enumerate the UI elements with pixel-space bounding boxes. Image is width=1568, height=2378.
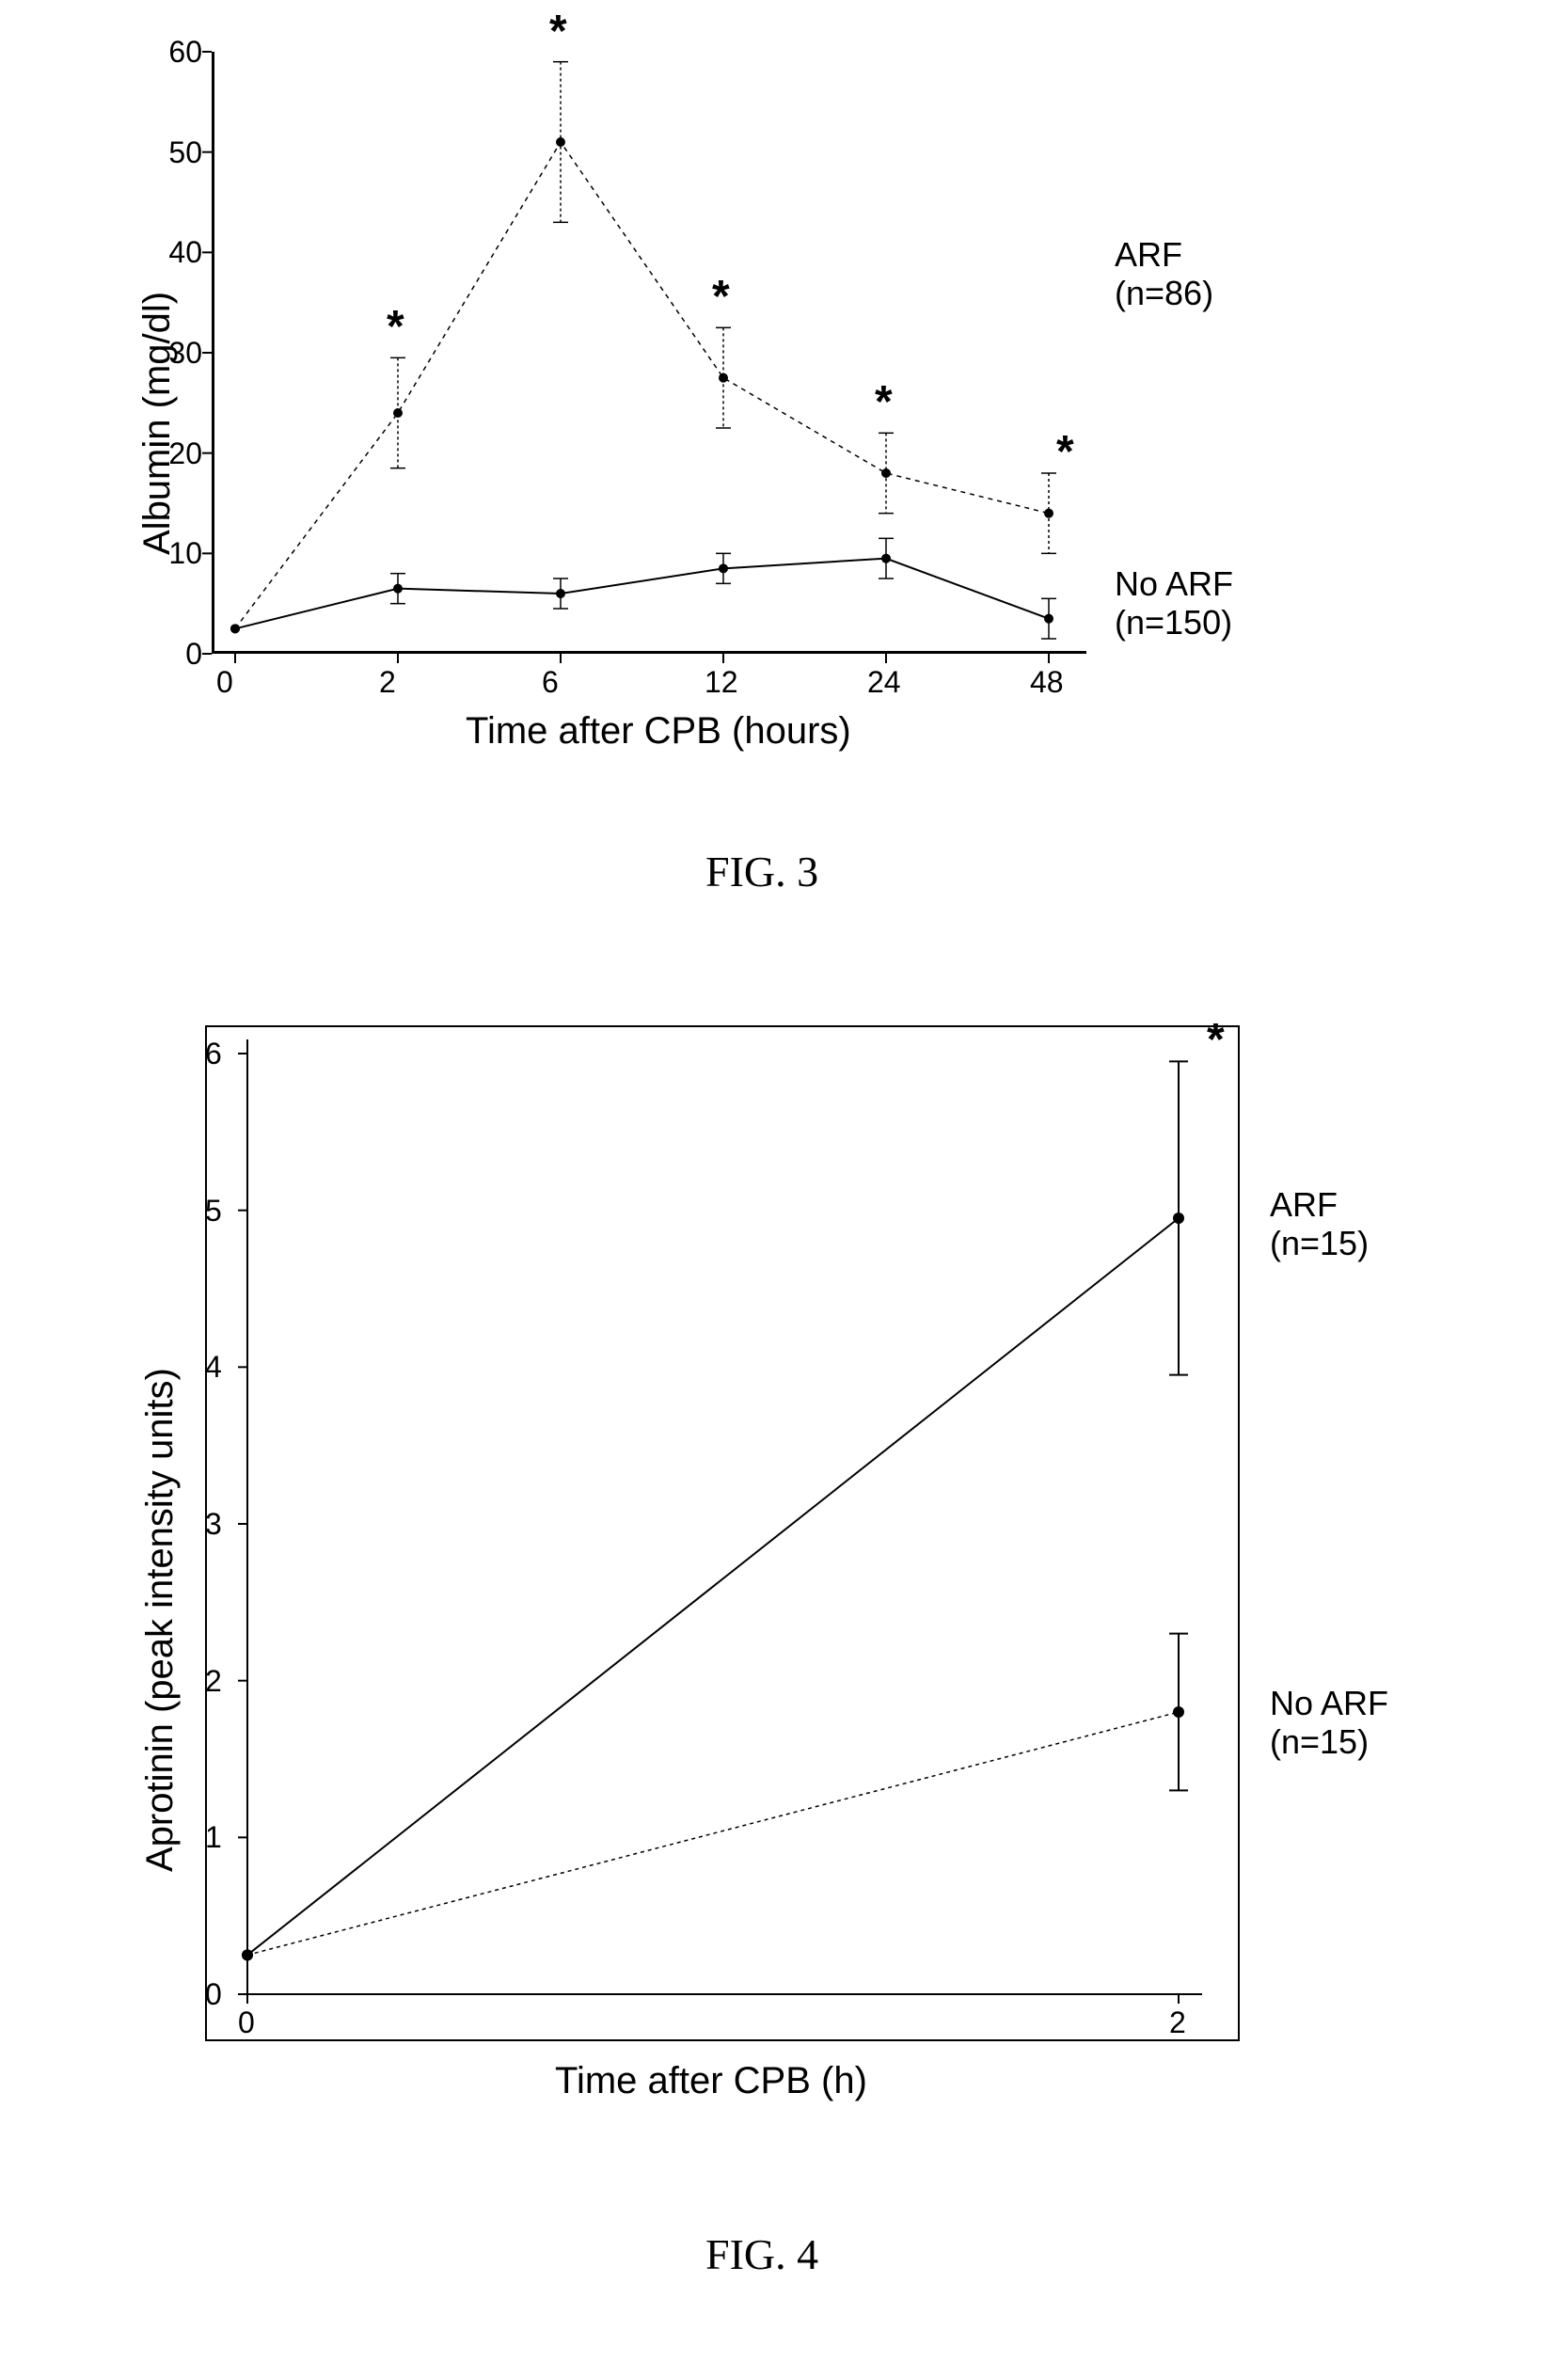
fig3-xtick: 12	[705, 665, 738, 700]
fig4-ytick: 1	[205, 1820, 222, 1855]
fig4-ytick: 2	[205, 1664, 222, 1699]
fig3-xtick: 24	[867, 665, 901, 700]
fig4-caption: FIG. 4	[705, 2229, 818, 2279]
fig4-ytick: 0	[205, 1977, 222, 2012]
sig-star-icon: *	[387, 301, 404, 353]
fig4-ytick: 4	[205, 1350, 222, 1385]
fig4-ytick: 3	[205, 1507, 222, 1542]
fig3-noarf-label-text: No ARF	[1115, 564, 1233, 603]
sig-star-icon: *	[875, 376, 893, 428]
fig4-ylabel: Aprotinin (peak intensity units)	[139, 1368, 182, 1872]
fig3-ytick: 50	[155, 135, 202, 170]
fig3-arf-n: (n=86)	[1115, 274, 1213, 312]
fig3-ytick: 60	[155, 35, 202, 70]
fig4-arf-label: ARF (n=15)	[1270, 1185, 1369, 1263]
sig-star-icon: *	[1056, 426, 1074, 478]
sig-star-icon: *	[549, 6, 567, 57]
sig-star-icon: *	[712, 271, 730, 323]
fig3-xtick: 0	[216, 665, 233, 700]
fig3-ytick: 10	[155, 536, 202, 571]
fig4-noarf-label: No ARF (n=15)	[1270, 1684, 1388, 1762]
fig4-xtick: 0	[238, 2005, 255, 2040]
fig4-ytick: 5	[205, 1194, 222, 1229]
fig3-arf-label-text: ARF	[1115, 235, 1182, 274]
fig3-ytick: 20	[155, 436, 202, 471]
fig4-ytick: 6	[205, 1037, 222, 1071]
fig3-xtick: 6	[542, 665, 559, 700]
fig4-svg	[205, 1025, 1240, 2041]
fig4-noarf-label-text: No ARF	[1270, 1684, 1388, 1722]
fig3-ytick: 40	[155, 235, 202, 270]
fig3-arf-label: ARF (n=86)	[1115, 235, 1213, 313]
fig3-svg	[212, 52, 1086, 654]
fig4-xlabel: Time after CPB (h)	[555, 2060, 867, 2102]
fig4-arf-label-text: ARF	[1270, 1185, 1338, 1224]
fig3-noarf-n: (n=150)	[1115, 603, 1232, 642]
fig3-ytick: 30	[155, 336, 202, 371]
fig3-caption: FIG. 3	[705, 847, 818, 896]
fig3-xlabel: Time after CPB (hours)	[466, 710, 851, 753]
fig4-xtick: 2	[1169, 2005, 1186, 2040]
fig3-xtick: 2	[379, 665, 396, 700]
fig3-ytick: 0	[155, 637, 202, 672]
fig3-noarf-label: No ARF (n=150)	[1115, 564, 1233, 642]
fig3-xtick: 48	[1030, 665, 1064, 700]
fig4-arf-n: (n=15)	[1270, 1224, 1369, 1262]
sig-star-icon: *	[1207, 1014, 1225, 1066]
fig4-noarf-n: (n=15)	[1270, 1722, 1369, 1761]
fig3-ylabel: Albumin (mg/dl)	[136, 292, 179, 555]
